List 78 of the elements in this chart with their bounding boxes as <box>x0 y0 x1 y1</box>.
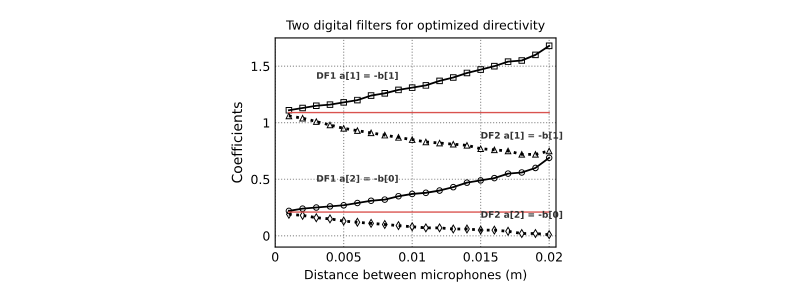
point <box>546 42 552 50</box>
point <box>532 52 539 58</box>
x-tick-label: 0.01 <box>399 252 425 262</box>
point <box>504 58 512 65</box>
point <box>340 216 347 226</box>
point <box>313 118 320 125</box>
point <box>326 122 334 128</box>
point <box>354 200 361 206</box>
point <box>368 130 374 136</box>
point <box>464 70 470 76</box>
point <box>408 136 416 143</box>
point <box>395 134 402 141</box>
point <box>395 192 402 200</box>
series-label: DF1 a[1] = -b[1] <box>317 72 398 80</box>
point <box>382 90 388 97</box>
point <box>368 92 374 99</box>
point <box>422 190 430 196</box>
point <box>464 179 470 186</box>
point <box>299 114 306 122</box>
y-tick-label: 1 <box>264 118 270 128</box>
point <box>354 96 361 104</box>
point <box>313 204 320 211</box>
point <box>518 169 526 176</box>
point <box>450 74 457 81</box>
point <box>450 224 456 234</box>
y-tick-label: 0.5 <box>251 174 270 184</box>
point <box>436 78 443 84</box>
point <box>504 148 512 154</box>
point <box>408 84 416 91</box>
point <box>382 132 388 138</box>
point <box>368 197 374 204</box>
point <box>286 112 292 120</box>
point <box>477 177 484 184</box>
y-axis-title: Coefficients <box>231 102 242 183</box>
point <box>450 184 457 190</box>
point <box>408 190 416 198</box>
point <box>518 229 525 238</box>
x-tick-label: 0.005 <box>326 252 360 262</box>
point <box>286 107 292 114</box>
point <box>299 104 306 112</box>
point <box>464 142 470 149</box>
point <box>491 146 498 154</box>
point <box>436 187 443 194</box>
point <box>340 125 347 132</box>
point <box>477 66 484 73</box>
point <box>450 140 457 148</box>
point <box>504 170 512 177</box>
point <box>491 62 498 70</box>
point <box>299 205 306 212</box>
point <box>518 151 526 158</box>
point <box>326 203 334 210</box>
point <box>532 151 539 158</box>
point <box>491 174 498 182</box>
x-tick-label: 0.02 <box>536 252 562 262</box>
point <box>395 86 402 94</box>
point <box>286 208 292 214</box>
point <box>340 99 347 106</box>
point <box>340 202 347 209</box>
chart-title: Two digital filters for optimized directivity <box>286 20 545 32</box>
point <box>354 127 361 134</box>
point <box>422 82 430 89</box>
point <box>436 140 443 146</box>
y-tick-label: 1.5 <box>252 62 270 72</box>
point <box>546 154 552 162</box>
series-label: DF1 a[2] = -b[0] <box>317 174 398 183</box>
point <box>546 148 552 154</box>
point <box>326 101 334 108</box>
point <box>477 145 484 152</box>
x-tick-label: 0 <box>272 252 278 262</box>
point <box>532 164 539 172</box>
point <box>313 102 320 110</box>
x-tick-label: 0.015 <box>464 252 498 262</box>
point <box>518 57 526 64</box>
point <box>422 138 430 146</box>
y-tick-label: 0 <box>263 231 270 241</box>
x-axis-title: Distance between microphones (m) <box>305 270 526 282</box>
point <box>382 196 388 203</box>
point <box>382 220 388 229</box>
